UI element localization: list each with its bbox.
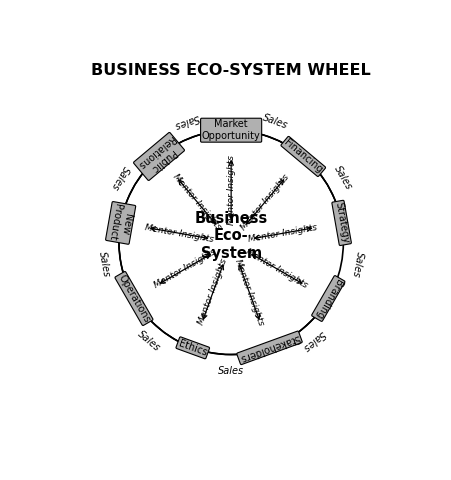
Text: Sales: Sales [301, 329, 327, 353]
Text: Mentor Insights: Mentor Insights [227, 155, 235, 225]
Text: BUSINESS ECO-SYSTEM WHEEL: BUSINESS ECO-SYSTEM WHEEL [91, 62, 371, 78]
Text: Mentor Insights: Mentor Insights [171, 172, 223, 232]
Text: Financing: Financing [282, 138, 324, 175]
Text: Sales: Sales [351, 251, 365, 278]
Text: Sales: Sales [173, 112, 201, 131]
Text: Public
Relations: Public Relations [135, 133, 183, 179]
Text: Sales: Sales [332, 164, 354, 192]
Text: Mentor Insights: Mentor Insights [153, 247, 218, 290]
Text: Ethics: Ethics [177, 338, 208, 358]
Text: Sales: Sales [218, 366, 244, 376]
Text: Market
Opportunity: Market Opportunity [202, 120, 261, 141]
Text: Mentor Insights: Mentor Insights [239, 172, 291, 232]
Text: Mentor Insights: Mentor Insights [244, 247, 309, 290]
Text: Strategy: Strategy [333, 202, 350, 244]
Text: Sales: Sales [109, 164, 130, 192]
Text: Stakeholders: Stakeholders [238, 332, 301, 363]
Text: New
Product: New Product [107, 203, 134, 243]
Text: Branding: Branding [313, 277, 344, 320]
Text: Sales: Sales [135, 329, 161, 353]
Text: Mentor Insights: Mentor Insights [197, 258, 229, 326]
Text: Sales: Sales [261, 112, 289, 131]
Text: Operations: Operations [116, 273, 152, 324]
Text: Mentor Insights: Mentor Insights [248, 223, 318, 244]
Text: Sales: Sales [97, 251, 111, 278]
Text: Mentor Insights: Mentor Insights [144, 223, 214, 244]
Text: Mentor Insights: Mentor Insights [233, 258, 265, 326]
Text: Business
Eco-
System: Business Eco- System [194, 211, 268, 261]
